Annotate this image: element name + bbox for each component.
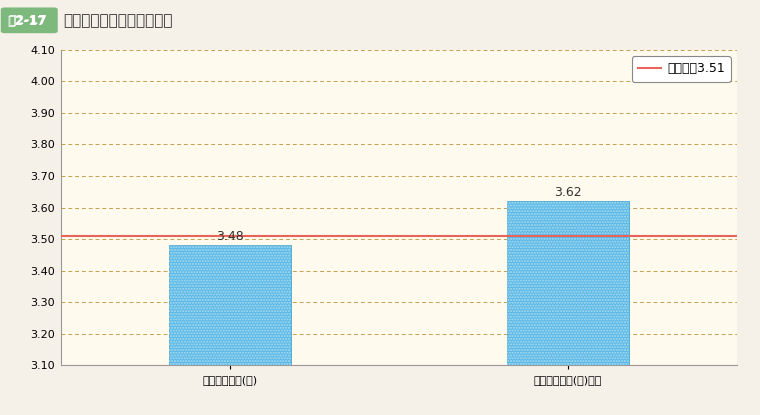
Bar: [507, 201, 629, 365]
Text: 図2-17: 図2-17: [8, 14, 47, 27]
Bar: [169, 245, 291, 365]
Bar: [507, 201, 629, 365]
Legend: 総平均値3.51: 総平均値3.51: [632, 56, 731, 82]
Text: 3.62: 3.62: [554, 186, 582, 199]
Text: 図2-17: 図2-17: [8, 15, 46, 29]
Bar: [169, 245, 291, 365]
Text: 俸給表別の回答の平均値: 俸給表別の回答の平均値: [63, 13, 173, 28]
Text: 3.48: 3.48: [216, 230, 244, 243]
